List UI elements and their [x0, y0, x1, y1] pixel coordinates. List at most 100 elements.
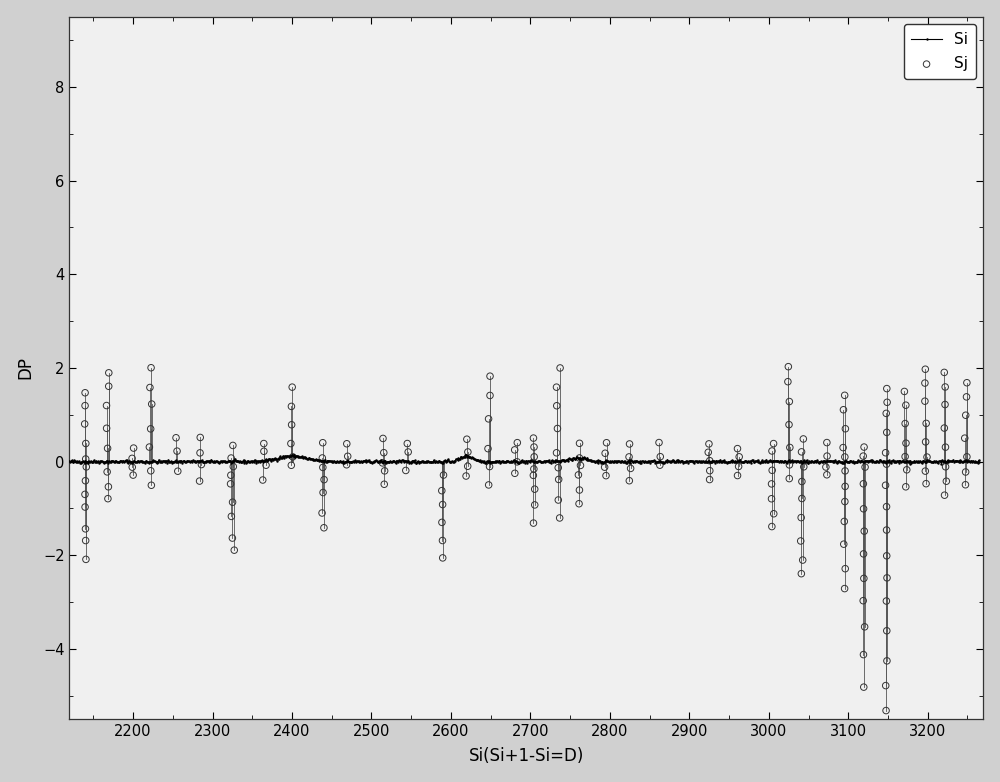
Sj [225, 439, 241, 452]
Sj [878, 479, 894, 492]
Sj [283, 459, 299, 472]
Sj [507, 443, 523, 456]
Sj [572, 437, 588, 450]
Sj [101, 380, 117, 393]
Sj [837, 562, 853, 575]
Sj [957, 432, 973, 444]
Sj [878, 595, 894, 608]
Sj [460, 446, 476, 458]
Sj [571, 484, 587, 497]
Sj [549, 400, 565, 412]
Sj [225, 461, 241, 473]
Sj [77, 488, 93, 500]
Sj [192, 431, 208, 443]
Sj [551, 473, 567, 486]
Sj [509, 436, 525, 449]
Sj [937, 381, 953, 393]
Si [90, 456, 102, 465]
Sj [507, 467, 523, 479]
Sj [434, 516, 450, 529]
Sj [917, 465, 933, 477]
Si [288, 450, 300, 459]
Sj [700, 446, 716, 458]
Sj [143, 361, 159, 374]
Sj [917, 363, 933, 375]
Sj [837, 583, 853, 595]
Sj [78, 453, 94, 465]
Sj [125, 469, 141, 482]
Sj [837, 422, 853, 435]
Sj [879, 500, 895, 513]
Sj [192, 447, 208, 459]
Sj [837, 450, 853, 463]
Sj [99, 422, 115, 435]
Sj [937, 441, 953, 454]
Sj [702, 465, 718, 477]
Sj [780, 361, 796, 373]
Sj [856, 572, 872, 585]
Sj [549, 381, 565, 393]
Sj [879, 550, 895, 562]
Si [935, 459, 947, 468]
Legend: Si, Sj: Si, Sj [904, 24, 976, 79]
Sj [958, 409, 974, 421]
Sj [78, 553, 94, 565]
Sj [126, 442, 142, 454]
Sj [315, 461, 331, 474]
Sj [256, 437, 272, 450]
Sj [899, 464, 915, 476]
Sj [525, 517, 541, 529]
Sj [549, 422, 565, 435]
Sj [701, 438, 717, 450]
Sj [918, 417, 934, 429]
Sj [818, 461, 834, 473]
Sj [794, 446, 810, 458]
Si [288, 452, 300, 461]
Sj [837, 465, 853, 477]
Sj [144, 398, 160, 411]
Sj [314, 452, 330, 465]
Sj [571, 497, 587, 510]
Sj [837, 389, 853, 402]
Sj [482, 370, 498, 382]
Sj [652, 459, 668, 472]
Sj [938, 475, 954, 487]
Sj [459, 433, 475, 446]
Sj [78, 534, 94, 547]
Sj [898, 481, 914, 493]
Sj [78, 437, 94, 450]
Sj [226, 544, 242, 557]
Sj [399, 437, 415, 450]
Sj [374, 457, 390, 469]
Sj [460, 460, 476, 472]
Sj [764, 493, 780, 505]
Sj [879, 524, 895, 536]
Sj [781, 418, 797, 431]
Sj [793, 535, 809, 547]
Sj [283, 400, 299, 413]
Sj [141, 441, 157, 454]
Sj [376, 447, 392, 459]
Sj [959, 450, 975, 463]
Si [745, 458, 757, 468]
Sj [256, 445, 272, 457]
Sj [855, 648, 871, 661]
Sj [959, 376, 975, 389]
Sj [435, 498, 451, 511]
Sj [731, 450, 747, 463]
Sj [100, 480, 116, 493]
Sj [526, 441, 542, 454]
Sj [879, 625, 895, 637]
Si [453, 454, 465, 464]
Sj [480, 443, 496, 455]
Sj [878, 705, 894, 717]
Sj [764, 445, 780, 457]
Sj [435, 551, 451, 564]
Sj [835, 404, 851, 416]
Si [222, 457, 234, 466]
Sj [764, 464, 780, 476]
Sj [458, 470, 474, 482]
Sj [100, 442, 116, 454]
Sj [398, 465, 414, 477]
Sj [856, 503, 872, 515]
